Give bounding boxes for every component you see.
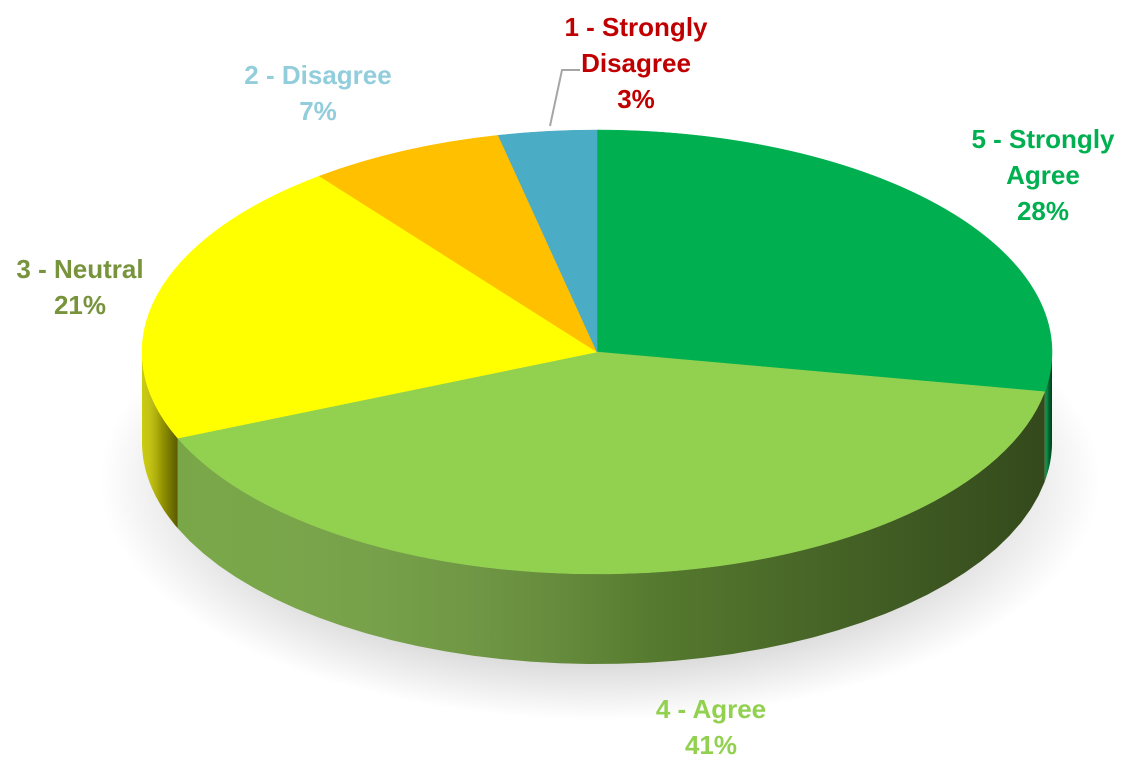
pie-labels: 5 - Strongly Agree 28% 4 - Agree 41% 3 - Neut…: [16, 12, 1115, 760]
slice-label-4: 2 - Disagree 7%: [244, 60, 391, 126]
slice-label-line: Disagree: [581, 48, 691, 78]
slice-label-line: 4 - Agree: [656, 694, 766, 724]
slice-label-5: 1 - Strongly Disagree 3%: [564, 12, 708, 114]
slice-label-line: 7%: [299, 96, 337, 126]
slice-label-line: 3 - Neutral: [16, 254, 143, 284]
pie-slice-0: [596, 129, 1053, 392]
slice-label-0: 5 - Strongly Agree 28%: [971, 124, 1115, 226]
slice-label-line: 21%: [54, 290, 106, 320]
pie-tops: [141, 129, 1053, 575]
pie-slice-3: [318, 135, 598, 353]
slice-label-2: 3 - Neutral 21%: [16, 254, 143, 320]
slice-label-line: Agree: [1006, 160, 1080, 190]
slice-label-line: 2 - Disagree: [244, 60, 391, 90]
pie-slice-1: [177, 351, 1046, 575]
slice-label-line: 28%: [1017, 196, 1069, 226]
leader-line: [549, 69, 580, 127]
pie-side-shade-1: [177, 391, 1045, 664]
slice-label-line: 1 - Strongly: [564, 12, 708, 42]
pie-slice-4: [497, 129, 598, 353]
slice-label-line: 3%: [617, 84, 655, 114]
slice-label-line: 41%: [685, 730, 737, 760]
slice-label-1: 4 - Agree 41%: [656, 694, 766, 760]
pie-side-shade-0: [1044, 352, 1052, 482]
slice-label-line: 5 - Strongly: [971, 124, 1115, 154]
pie-slice-2: [141, 175, 598, 439]
